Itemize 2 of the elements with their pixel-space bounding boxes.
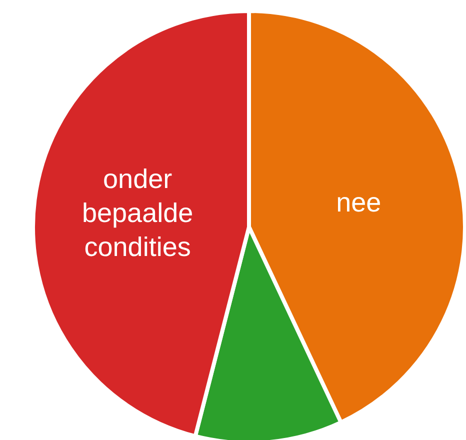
slice-label: nee: [336, 188, 382, 218]
slice-label: onder bepaalde condities: [82, 164, 194, 262]
